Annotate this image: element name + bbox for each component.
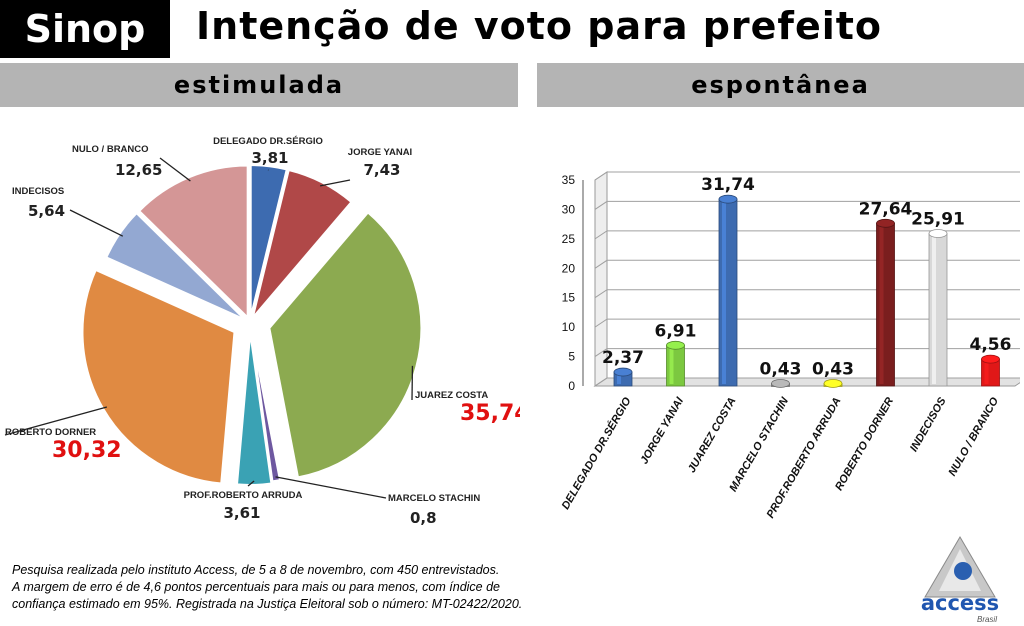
footnote-line: confiança estimado em 95%. Registrada na… xyxy=(12,597,523,611)
logo-brand: access xyxy=(921,591,999,615)
bar-value-label: 25,91 xyxy=(911,210,965,230)
bar-highlight xyxy=(669,347,674,384)
bar-grid-line xyxy=(594,230,1020,240)
pie-slice-label: INDECISOS xyxy=(12,186,64,197)
bar-highlight xyxy=(984,361,989,384)
pie-leader-line xyxy=(4,406,108,436)
pie-slice-value: 12,65 xyxy=(115,161,162,179)
bar-value-label: 2,37 xyxy=(602,348,644,368)
bar-highlight xyxy=(722,201,726,384)
pie-leader-line xyxy=(320,179,351,187)
bar-category-label: DELEGADO DR.SÉRGIO xyxy=(559,395,634,512)
pie-slice-label: ROBERTO DORNER xyxy=(5,427,96,438)
bar-column xyxy=(666,344,685,387)
pie-slice xyxy=(235,332,273,486)
bar-chart-title: espontânea xyxy=(537,63,1024,107)
pie-slice-label: DELEGADO DR.SÉRGIO xyxy=(213,136,323,147)
pie-slice-value: 35,74 xyxy=(460,401,520,426)
bar-cap xyxy=(718,194,738,204)
pie-chart: DELEGADO DR.SÉRGIO 3,81 JORGE YANAI 7,43 JUA… xyxy=(4,136,520,527)
footnote: Pesquisa realizada pelo instituto Access… xyxy=(12,562,612,613)
bar-highlight xyxy=(879,225,884,384)
footnote-line: Pesquisa realizada pelo instituto Access… xyxy=(12,563,500,577)
bar-cap xyxy=(876,218,895,228)
bar-y-tick: 15 xyxy=(562,291,576,305)
bar-cap xyxy=(613,367,633,377)
footnote-line: A margem de erro é de 4,6 pontos percent… xyxy=(12,580,501,594)
bar-category-label: MARCELO STACHIN xyxy=(727,395,791,494)
pie-slice xyxy=(137,164,249,320)
pie-slice-value: 30,32 xyxy=(52,438,122,463)
bar-grid-line xyxy=(594,200,1020,210)
bar-value-label: 0,43 xyxy=(812,359,854,379)
bar-y-tick: 20 xyxy=(562,261,576,275)
pie-leader-line xyxy=(247,480,255,487)
bar-y-tick: 35 xyxy=(562,173,576,187)
bar-category-label: NULO / BRANCO xyxy=(946,395,1001,478)
pie-slice-value: 7,43 xyxy=(363,161,400,179)
pie-slice-label: MARCELO STACHIN xyxy=(388,493,480,504)
logo-sub: Brasil xyxy=(977,615,997,624)
bar-floor xyxy=(593,377,1020,387)
bar-value-label: 31,74 xyxy=(701,175,755,195)
bar-highlight xyxy=(617,374,621,384)
bar-column xyxy=(928,233,948,387)
bar-cap xyxy=(666,340,685,350)
bar-cap xyxy=(928,229,948,238)
pie-slice-value: 3,61 xyxy=(223,504,260,522)
bar-y-tick: 0 xyxy=(568,379,575,393)
pie-slice-label: JORGE YANAI xyxy=(348,147,412,158)
pie-slice-value: 0,8 xyxy=(410,509,437,527)
bar-y-tick: 5 xyxy=(568,350,575,364)
bar-category-label: JUAREZ COSTA xyxy=(686,395,739,474)
pie-chart-title: estimulada xyxy=(0,63,518,107)
pie-leader-line xyxy=(159,157,191,182)
bar-category-label: INDECISOS xyxy=(908,395,949,454)
pie-slice-value: 5,64 xyxy=(28,202,65,220)
bar-grid-line xyxy=(594,348,1020,357)
bar-grid-line xyxy=(594,259,1020,269)
pie-leader-line xyxy=(275,476,387,499)
page-title: Intenção de voto para prefeito xyxy=(196,4,883,48)
pie-slice-label: NULO / BRANCO xyxy=(72,144,149,155)
bar-cap xyxy=(771,379,790,388)
bar-grid-line xyxy=(594,171,1020,181)
bar-column xyxy=(876,222,895,387)
pie-slice-value: 3,81 xyxy=(251,149,288,167)
bar-value-label: 0,43 xyxy=(760,359,802,379)
bar-column xyxy=(718,198,738,387)
bar-cap xyxy=(823,379,843,388)
pie-slice xyxy=(249,164,288,318)
pie-slice xyxy=(251,168,353,319)
pie-slice-label: PROF.ROBERTO ARRUDA xyxy=(184,490,303,501)
bar-value-label: 6,91 xyxy=(655,321,697,341)
bar-value-label: 4,56 xyxy=(970,335,1012,355)
pie-leader-line xyxy=(69,209,124,237)
bar-value-label: 27,64 xyxy=(859,199,913,219)
pie-slice xyxy=(250,330,282,483)
access-logo: access Brasil xyxy=(921,536,999,624)
city-label: Sinop xyxy=(0,0,170,58)
pie-slice xyxy=(268,211,423,479)
pie-slice xyxy=(81,268,236,485)
bar-y-tick: 10 xyxy=(562,320,576,334)
bar-y-tick: 30 xyxy=(562,202,576,216)
pie-slice-label: JUAREZ COSTA xyxy=(415,390,488,401)
bar-category-label: JORGE YANAI xyxy=(638,395,686,467)
bar-chart: 0 5 10 15 20 25 30 35 2,37 DELEGADO DR.SÉRGIO 6,91… xyxy=(559,171,1020,520)
bar-cap xyxy=(981,354,1000,364)
bar-highlight xyxy=(932,235,936,384)
bar-grid-line xyxy=(594,289,1020,299)
bar-y-tick: 25 xyxy=(562,232,576,246)
bar-category-label: ROBERTO DORNER xyxy=(833,395,896,492)
